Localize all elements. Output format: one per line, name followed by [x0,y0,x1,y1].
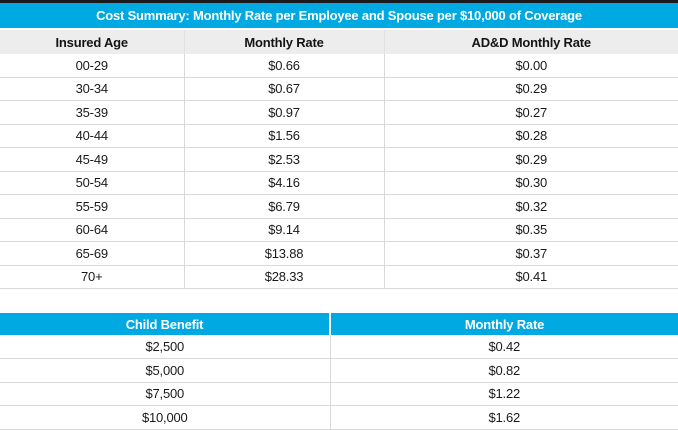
table-row: 40-44 $1.56 $0.28 [0,123,678,148]
cost-table-header-row: Insured Age Monthly Rate AD&D Monthly Ra… [0,29,678,54]
table-cell: $0.29 [383,147,678,171]
table-cell: $0.32 [383,194,678,218]
table-cell: 50-54 [0,170,184,195]
table-row: 50-54 $4.16 $0.30 [0,170,678,195]
table-row: 70+ $28.33 $0.41 [0,264,678,289]
table-cell: $0.27 [383,100,678,124]
table-cell: 65-69 [0,241,184,265]
table-cell: 60-64 [0,217,184,242]
table-cell: $1.22 [329,381,678,406]
table-cell: $0.42 [329,335,678,359]
cost-table-title: Cost Summary: Monthly Rate per Employee … [0,1,678,30]
table-cell: $0.29 [383,76,678,101]
table-row: $5,000 $0.82 [0,357,678,382]
table-cell: $13.88 [183,241,384,265]
column-header-child-monthly-rate: Monthly Rate [329,313,678,335]
table-cell: $0.97 [183,100,384,124]
table-row: 55-59 $6.79 $0.32 [0,194,678,218]
cost-table-title-row: Cost Summary: Monthly Rate per Employee … [0,1,678,30]
table-cell: $0.35 [383,217,678,242]
table-cell: $0.41 [383,264,678,289]
table-cell: $4.16 [183,170,384,195]
table-row: 65-69 $13.88 $0.37 [0,241,678,265]
table-cell: $5,000 [0,357,330,382]
table-cell: 35-39 [0,100,184,124]
cost-table-body: 00-29 $0.66 $0.00 30-34 $0.67 $0.29 35-39 $0.97… [0,54,678,289]
table-cell: 00-29 [0,54,184,77]
table-row: 00-29 $0.66 $0.00 [0,54,678,77]
column-header-child-benefit: Child Benefit [0,313,330,335]
table-cell: $0.30 [383,170,678,195]
table-cell: $0.28 [383,123,678,148]
column-header-monthly-rate: Monthly Rate [183,29,384,54]
table-cell: $9.14 [183,217,384,242]
table-cell: $0.67 [183,76,384,101]
table-row: 30-34 $0.67 $0.29 [0,76,678,101]
table-row: $2,500 $0.42 [0,335,678,359]
table-cell: $28.33 [183,264,384,289]
column-header-insured-age: Insured Age [0,29,184,54]
table-row: 60-64 $9.14 $0.35 [0,217,678,242]
table-cell: $1.56 [183,123,384,148]
table-cell: $2.53 [183,147,384,171]
table-cell: 55-59 [0,194,184,218]
table-cell: $2,500 [0,335,330,359]
table-row: 45-49 $2.53 $0.29 [0,147,678,171]
table-cell: $0.00 [383,54,678,77]
table-cell: 30-34 [0,76,184,101]
table-cell: $0.37 [383,241,678,265]
table-row: 35-39 $0.97 $0.27 [0,100,678,124]
table-cell: 40-44 [0,123,184,148]
table-cell: $6.79 [183,194,384,218]
column-header-add-monthly-rate: AD&D Monthly Rate [383,29,678,54]
table-cell: 70+ [0,264,184,289]
table-cell: $0.82 [329,357,678,382]
table-gap [0,289,678,313]
child-benefit-table: Child Benefit Monthly Rate $2,500 $0.42 $5… [0,313,678,430]
table-row: $7,500 $1.22 [0,381,678,406]
table-cell: $0.66 [183,54,384,77]
table-cell: 45-49 [0,147,184,171]
child-table-body: $2,500 $0.42 $5,000 $0.82 $7,500 $1.22 $10,000… [0,335,678,430]
child-table-header-row: Child Benefit Monthly Rate [0,313,678,335]
table-cell: $7,500 [0,381,330,406]
cost-summary-table: Cost Summary: Monthly Rate per Employee … [0,0,678,289]
